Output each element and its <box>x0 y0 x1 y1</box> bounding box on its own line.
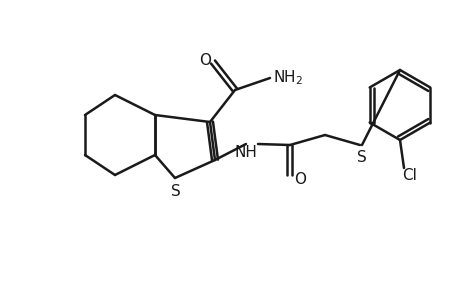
Text: S: S <box>171 184 180 199</box>
Text: Cl: Cl <box>402 169 416 184</box>
Text: S: S <box>356 149 366 164</box>
Text: O: O <box>199 52 211 68</box>
Text: O: O <box>293 172 305 187</box>
Text: NH: NH <box>234 145 257 160</box>
Text: NH$_2$: NH$_2$ <box>272 69 302 87</box>
